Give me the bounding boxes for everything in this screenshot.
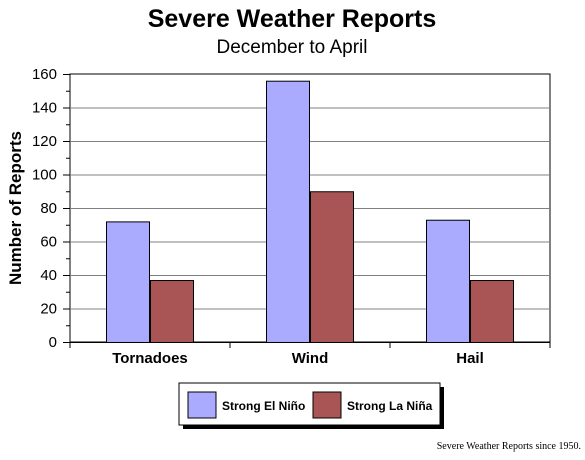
bar-hail-el-nino [426,219,470,344]
y-tick-label: 0 [49,334,57,351]
y-tick-label: 40 [40,267,57,284]
legend-box [178,382,441,426]
bar-wind-el-nino [266,80,310,343]
footnote: Severe Weather Reports since 1950. [437,441,581,452]
legend-swatch-el-nino [187,391,217,419]
x-category-labels: Tornadoes Wind Hail [112,350,484,367]
chart-title: Severe Weather Reports [148,5,437,33]
bars [106,80,514,344]
legend-label-la-nina: Strong La Niña [347,399,433,413]
y-tick-label: 160 [32,66,57,83]
y-tick-label: 100 [32,167,57,184]
y-tick-labels: 0 20 40 60 80 100 120 140 160 [32,66,57,351]
legend-swatch-la-nina [312,391,342,419]
legend-label-el-nino: Strong El Niño [222,399,305,413]
chart-subtitle: December to April [216,37,367,58]
bar-tornadoes-el-nino [106,221,150,343]
x-category-label: Hail [456,350,484,367]
x-category-label: Wind [292,350,329,367]
y-tick-label: 80 [40,200,57,217]
legend: Strong El Niño Strong La Niña [178,382,444,429]
bar-wind-la-nina [310,191,354,343]
y-tick-label: 60 [40,234,57,251]
y-axis-label: Number of Reports [6,131,25,285]
bar-hail-la-nina [470,280,514,343]
y-tick-label: 120 [32,133,57,150]
axes [63,74,551,348]
y-tick-label: 140 [32,100,57,117]
y-tick-label: 20 [40,301,57,318]
x-category-label: Tornadoes [112,350,188,367]
bar-tornadoes-la-nina [150,280,194,343]
